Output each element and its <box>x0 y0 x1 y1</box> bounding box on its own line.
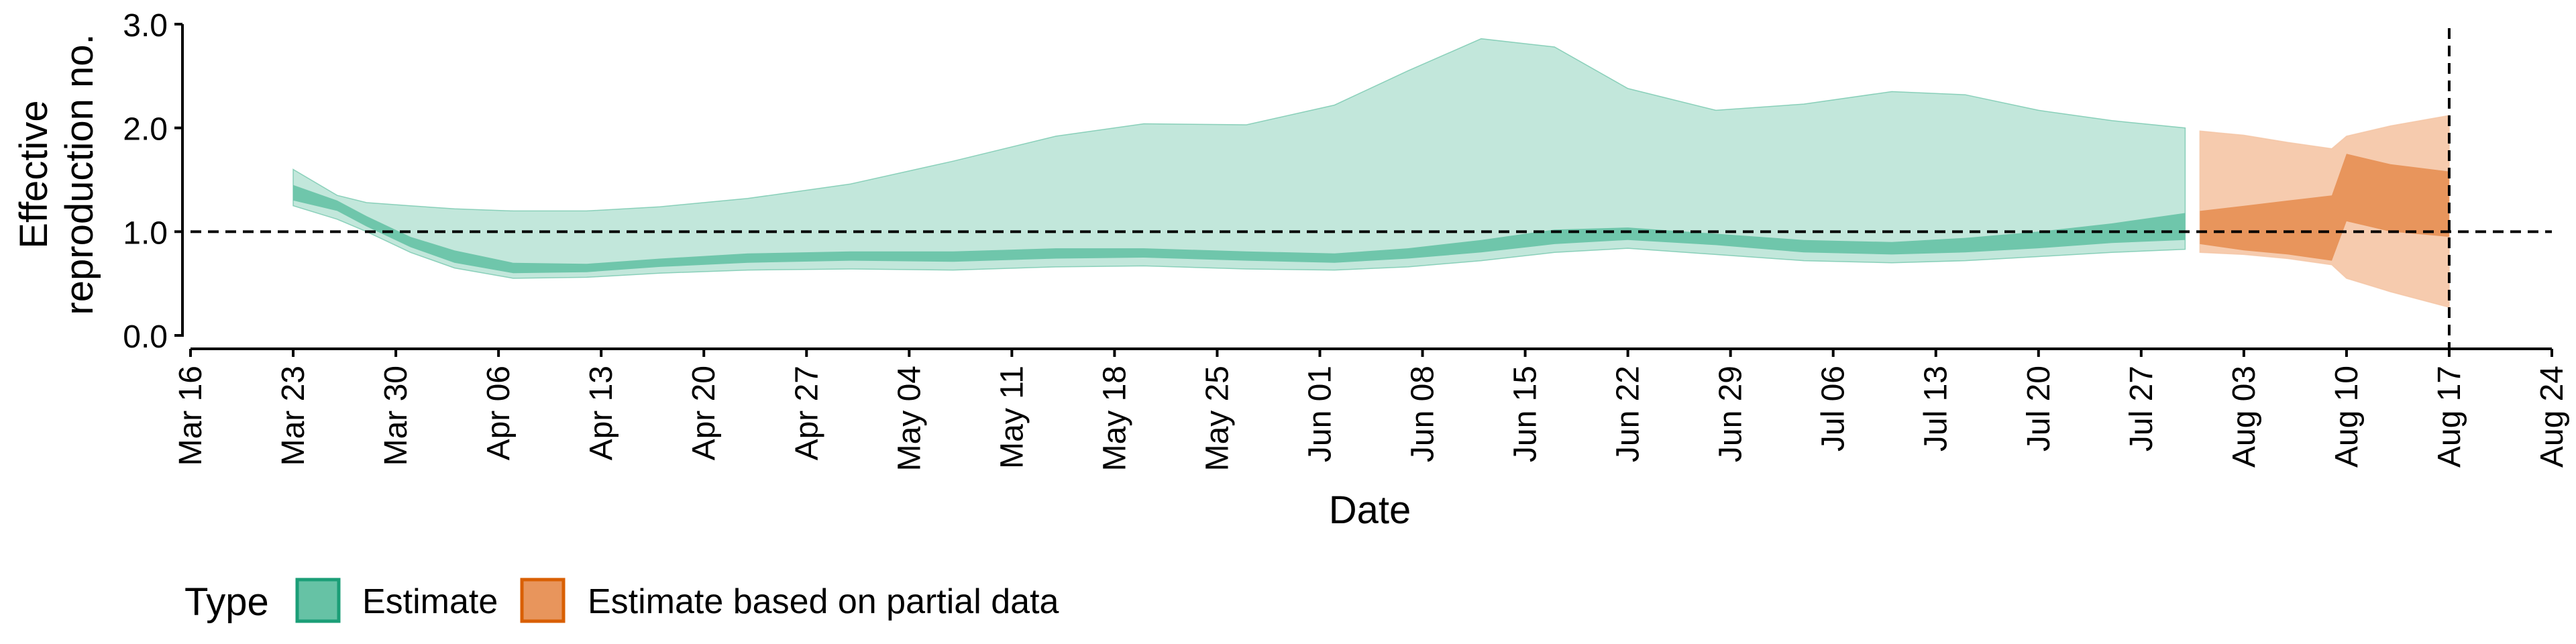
legend-key-partial <box>520 578 566 623</box>
axes: 0.0 1.0 2.0 3.0 Mar 16 Mar 23 Mar 30 Apr 06 Apr … <box>123 8 2570 471</box>
x-tick-label: Apr 20 <box>686 366 722 460</box>
x-tick-label: May 04 <box>892 366 927 471</box>
legend: Type Estimate Estimate based on partial … <box>184 578 1059 624</box>
x-tick-label: Apr 27 <box>789 366 824 460</box>
y-tick-label: 0.0 <box>123 319 168 355</box>
legend-label-partial: Estimate based on partial data <box>588 582 1059 621</box>
bands-layer <box>292 38 2450 309</box>
x-tick-label: Aug 10 <box>2329 366 2365 468</box>
x-tick-label: Jun 01 <box>1303 366 1338 462</box>
x-tick-label: Jul 13 <box>1919 366 1954 451</box>
legend-key-estimate <box>295 578 341 623</box>
x-tick-label: Apr 06 <box>481 366 517 460</box>
x-tick-label: May 18 <box>1097 366 1132 471</box>
x-tick-label: Mar 16 <box>173 366 209 466</box>
x-tick-label: Apr 13 <box>584 366 619 460</box>
y-tick-label: 3.0 <box>123 8 168 44</box>
x-tick-label: Jun 08 <box>1405 366 1441 462</box>
x-tick-label: Jul 06 <box>1816 366 1851 451</box>
x-tick-label: Aug 17 <box>2432 366 2467 468</box>
y-axis-title: Effective reproduction no. <box>12 34 101 315</box>
x-tick-label: Jun 22 <box>1611 366 1646 462</box>
x-tick-label: Jun 29 <box>1713 366 1749 462</box>
y-tick-label: 1.0 <box>123 215 168 251</box>
x-tick-label: Jul 20 <box>2021 366 2057 451</box>
legend-title: Type <box>184 580 269 624</box>
series-0-inner-band <box>293 184 2186 274</box>
x-tick-label: Aug 03 <box>2226 366 2262 468</box>
x-tick-label: Jul 27 <box>2124 366 2159 451</box>
reference-lines <box>191 28 2552 349</box>
y-tick-label: 2.0 <box>123 112 168 148</box>
x-tick-label: Jun 15 <box>1508 366 1544 462</box>
legend-label-estimate: Estimate <box>362 582 498 621</box>
x-tick-label: May 11 <box>994 366 1030 469</box>
x-tick-label: May 25 <box>1199 366 1235 471</box>
x-tick-label: Mar 23 <box>276 366 311 466</box>
y-axis-title-line1: Effective <box>12 100 56 248</box>
series-1-inner-band <box>2200 154 2449 261</box>
x-tick-label: Mar 30 <box>378 366 414 466</box>
x-tick-label: Aug 24 <box>2534 366 2570 468</box>
x-axis-title: Date <box>1329 488 1411 532</box>
y-axis-title-line2: reproduction no. <box>58 34 101 315</box>
series-0-outer-band <box>292 38 2186 279</box>
